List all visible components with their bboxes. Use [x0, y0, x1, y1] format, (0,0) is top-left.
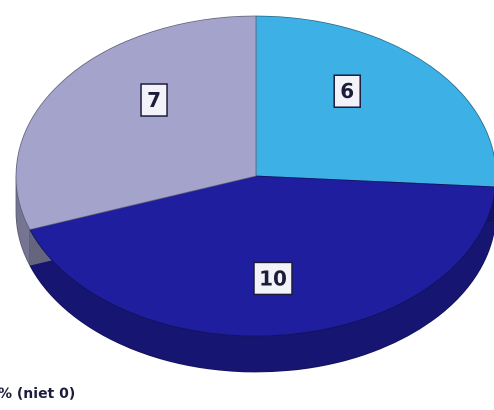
data-label-text-2: 7 — [147, 88, 161, 112]
data-label-box-0 — [333, 74, 361, 108]
data-label-2: 7 — [140, 83, 168, 117]
data-label-text-1: 10 — [259, 266, 287, 290]
data-label-box-2 — [140, 83, 168, 117]
data-label-box-1 — [253, 261, 293, 296]
pie-data-labels: 6 10 7 — [140, 74, 361, 296]
pie-slice-2 — [15, 15, 257, 231]
data-label-0: 6 — [333, 74, 361, 108]
data-label-text-0: 6 — [340, 79, 354, 103]
data-label-1: 10 — [253, 261, 293, 296]
pie-slice-0 — [255, 15, 494, 188]
pie-slice-1 — [29, 175, 494, 337]
footer-note: % (niet 0) — [0, 386, 76, 402]
pie-slices — [15, 15, 494, 337]
